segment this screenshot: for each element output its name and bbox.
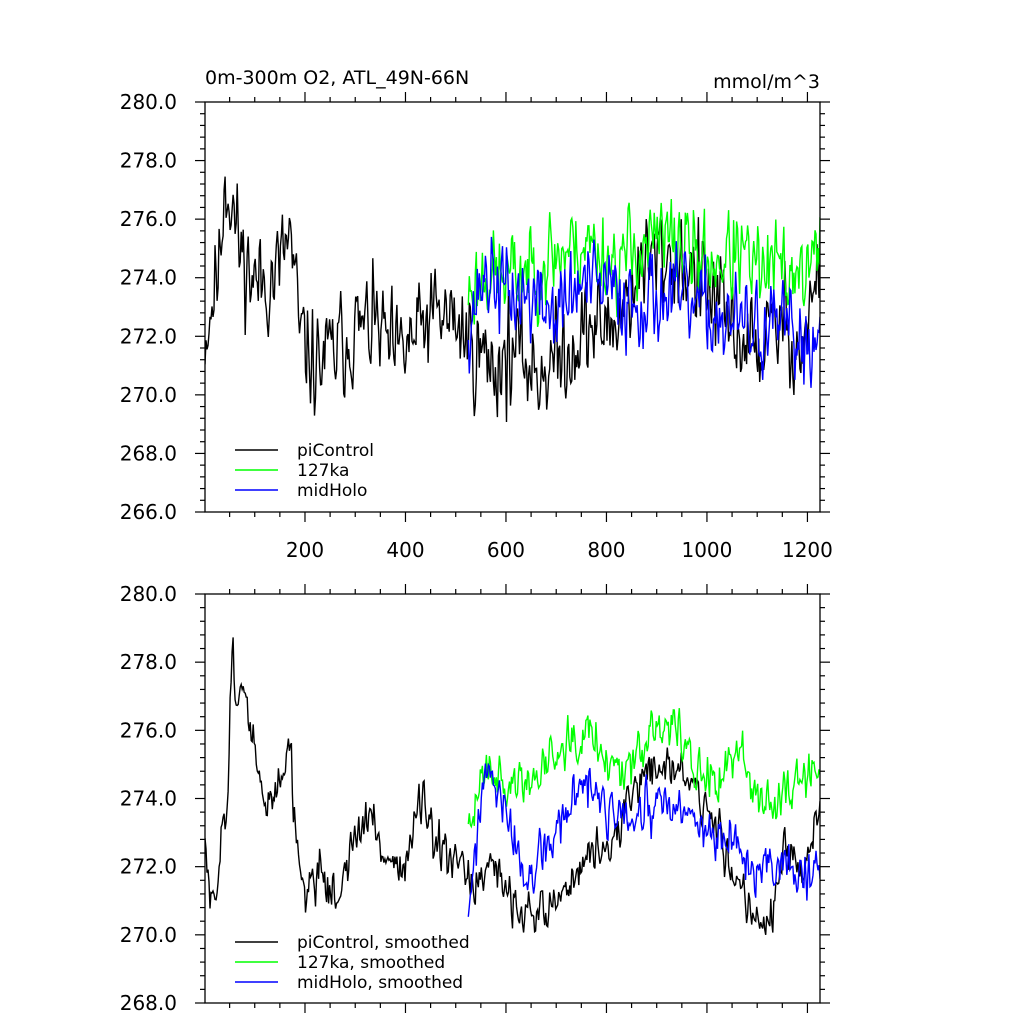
series-line-midholo-smoothed (467, 762, 820, 917)
y-tick-label: 280.0 (120, 90, 177, 114)
y-tick-label: 274.0 (120, 266, 177, 290)
legend-label: midHolo, smoothed (297, 973, 463, 993)
series-line-127ka (467, 198, 820, 327)
y-tick-label: 274.0 (120, 787, 177, 811)
y-tick-label: 272.0 (120, 855, 177, 879)
x-tick-label: 1000 (681, 538, 732, 562)
y-tick-label: 268.0 (120, 991, 177, 1015)
y-tick-label: 272.0 (120, 324, 177, 348)
x-tick-label: 1200 (782, 538, 833, 562)
x-tick-label: 400 (386, 538, 424, 562)
x-tick-label: 200 (286, 538, 324, 562)
units-label: mmol/m^3 (713, 71, 820, 93)
series-line-127ka-smoothed (467, 708, 820, 829)
y-tick-label: 276.0 (120, 207, 177, 231)
series-group (205, 176, 820, 423)
x-tick-label: 800 (587, 538, 625, 562)
y-tick-label: 268.0 (120, 441, 177, 465)
legend-label: 127ka (297, 461, 349, 481)
y-tick-label: 270.0 (120, 923, 177, 947)
y-tick-label: 276.0 (120, 718, 177, 742)
legend-label: piControl, smoothed (297, 933, 470, 953)
y-tick-label: 278.0 (120, 650, 177, 674)
series-line-picontrol-smoothed (205, 637, 820, 936)
legend-label: 127ka, smoothed (297, 953, 445, 973)
y-tick-label: 278.0 (120, 149, 177, 173)
bottom-chart-panel: 268.0 270.0 272.0 274.0 276.0 278.0 280.0 piCon… (120, 582, 830, 1015)
y-tick-label: 270.0 (120, 383, 177, 407)
legend-label: piControl (297, 441, 374, 461)
series-line-midholo (467, 236, 820, 388)
tick-marks (195, 584, 830, 1013)
top-chart-panel: 266.0 268.0 270.0 272.0 274.0 276.0 278.0 280.0… (120, 67, 833, 562)
chart-title: 0m-300m O2, ATL_49N-66N (205, 67, 469, 89)
x-tick-label: 600 (487, 538, 525, 562)
plot-frame (204, 101, 821, 513)
series-line-picontrol (205, 176, 820, 423)
tick-marks (195, 92, 830, 522)
legend-label: midHolo (297, 481, 367, 501)
y-tick-label: 266.0 (120, 500, 177, 524)
y-tick-label: 280.0 (120, 582, 177, 606)
series-group (205, 637, 820, 936)
